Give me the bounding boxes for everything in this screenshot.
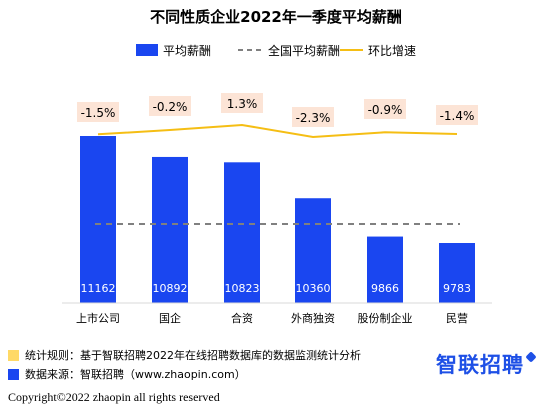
brand-mark-icon: [525, 351, 537, 363]
bar-value-label: 11162: [81, 282, 116, 295]
category-label: 国企: [159, 311, 181, 325]
growth-label: -0.9%: [368, 103, 403, 117]
bar: [295, 198, 331, 303]
bar: [80, 136, 116, 303]
chart: 不同性质企业2022年一季度平均薪酬 平均薪酬 全国平均薪酬 环比增速 -1.5% -…: [62, 8, 492, 325]
legend-growth-label: 环比增速: [368, 44, 416, 58]
footer-rule: 统计规则：基于智联招聘2022年在线招聘数据库的数据监测统计分析: [8, 347, 361, 363]
bar-value-label: 10892: [153, 282, 188, 295]
copyright: Copyright©2022 zhaopin all rights reserv…: [8, 390, 220, 404]
bars: 11162 10892 10823 10360 9866 9783: [80, 136, 475, 303]
growth-label: -2.3%: [296, 111, 331, 125]
brand-logo: 智联招聘: [436, 349, 537, 379]
category-label: 合资: [231, 311, 253, 325]
bar: [152, 156, 188, 303]
growth-label: -1.4%: [440, 109, 475, 123]
growth-label: -1.5%: [81, 106, 116, 120]
growth-label-box: [292, 107, 334, 127]
chart-title: 不同性质企业2022年一季度平均薪酬: [150, 8, 402, 26]
bar: [224, 162, 260, 303]
legend-bar-swatch: [136, 44, 158, 56]
growth-label-box: [77, 102, 119, 122]
rule-text: 统计规则：基于智联招聘2022年在线招聘数据库的数据监测统计分析: [25, 349, 361, 362]
growth-labels: -1.5% -0.2% 1.3% -2.3% -0.9% -1.4%: [77, 93, 478, 127]
source-text: 数据来源：智联招聘（www.zhaopin.com）: [25, 368, 246, 381]
legend: 平均薪酬 全国平均薪酬 环比增速: [136, 43, 416, 58]
growth-label-box: [364, 99, 406, 119]
growth-label: 1.3%: [227, 97, 258, 111]
growth-rate-line: [97, 123, 458, 139]
growth-label-box: [221, 93, 263, 113]
source-marker: [8, 368, 19, 380]
legend-avg-label: 全国平均薪酬: [268, 43, 340, 58]
category-label: 民营: [446, 311, 468, 325]
legend-bar-label: 平均薪酬: [163, 44, 211, 58]
category-label: 外商独资: [291, 311, 335, 325]
bar-value-label: 10823: [225, 282, 260, 295]
bar-value-label: 9783: [443, 282, 471, 295]
bar-value-label: 10360: [296, 282, 331, 295]
growth-label-box: [149, 96, 191, 116]
growth-polyline: [97, 123, 458, 139]
growth-label: -0.2%: [153, 100, 188, 114]
bar: [439, 243, 475, 303]
bar: [367, 236, 403, 303]
footer-source: 数据来源：智联招聘（www.zhaopin.com）: [8, 366, 246, 382]
bar-value-label: 9866: [371, 282, 399, 295]
category-labels: 上市公司 国企 合资 外商独资 股份制企业 民营: [76, 311, 468, 325]
growth-label-box: [436, 105, 478, 125]
rule-marker: [8, 349, 19, 361]
category-label: 上市公司: [76, 311, 120, 325]
brand-text: 智联招聘: [436, 353, 524, 377]
category-label: 股份制企业: [358, 311, 413, 325]
